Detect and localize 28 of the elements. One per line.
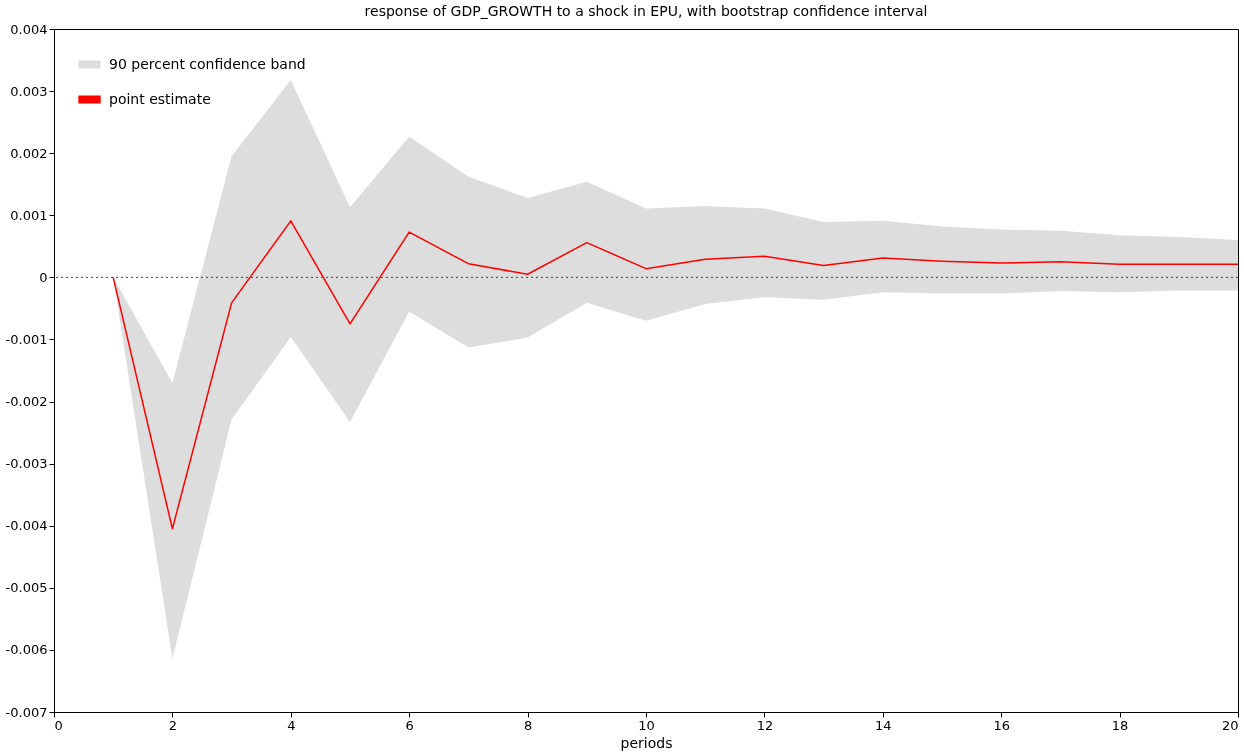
y-tick-label: -0.002 bbox=[5, 394, 48, 410]
x-tick-label: 14 bbox=[875, 717, 892, 733]
x-tick-label: 18 bbox=[1111, 717, 1129, 733]
y-tick-label: -0.003 bbox=[5, 456, 48, 472]
y-tick-label: 0 bbox=[39, 269, 48, 285]
y-tick-label: 0.002 bbox=[10, 145, 48, 161]
y-tick-label: 0.001 bbox=[10, 207, 48, 223]
x-axis-title: periods bbox=[620, 734, 673, 751]
y-tick-label: -0.001 bbox=[5, 331, 48, 347]
x-tick-label: 12 bbox=[756, 717, 774, 733]
y-tick-label: 0.004 bbox=[10, 21, 48, 37]
line-series bbox=[112, 220, 1239, 530]
x-tick-label: 2 bbox=[168, 717, 178, 733]
y-tick-label: -0.006 bbox=[5, 642, 48, 658]
legend-label: point estimate bbox=[109, 90, 211, 107]
chart-title: response of GDP_GROWTH to a shock in EPU, with bootstrap confidence interval bbox=[364, 3, 928, 19]
y-tick-label: 0.003 bbox=[10, 83, 48, 99]
legend-label: 90 percent confidence band bbox=[109, 55, 306, 72]
y-tick-label: -0.004 bbox=[5, 518, 48, 534]
x-tick-label: 4 bbox=[287, 717, 296, 733]
x-tick-label: 20 bbox=[1221, 717, 1239, 733]
x-tick-label: 0 bbox=[54, 717, 63, 733]
x-tick-label: 16 bbox=[993, 717, 1010, 733]
x-tick-label: 6 bbox=[405, 717, 414, 733]
y-tick-label: -0.005 bbox=[5, 580, 48, 596]
x-tick-label: 8 bbox=[523, 717, 533, 733]
x-tick-label: 10 bbox=[638, 717, 655, 733]
y-tick-label: -0.007 bbox=[5, 704, 48, 720]
